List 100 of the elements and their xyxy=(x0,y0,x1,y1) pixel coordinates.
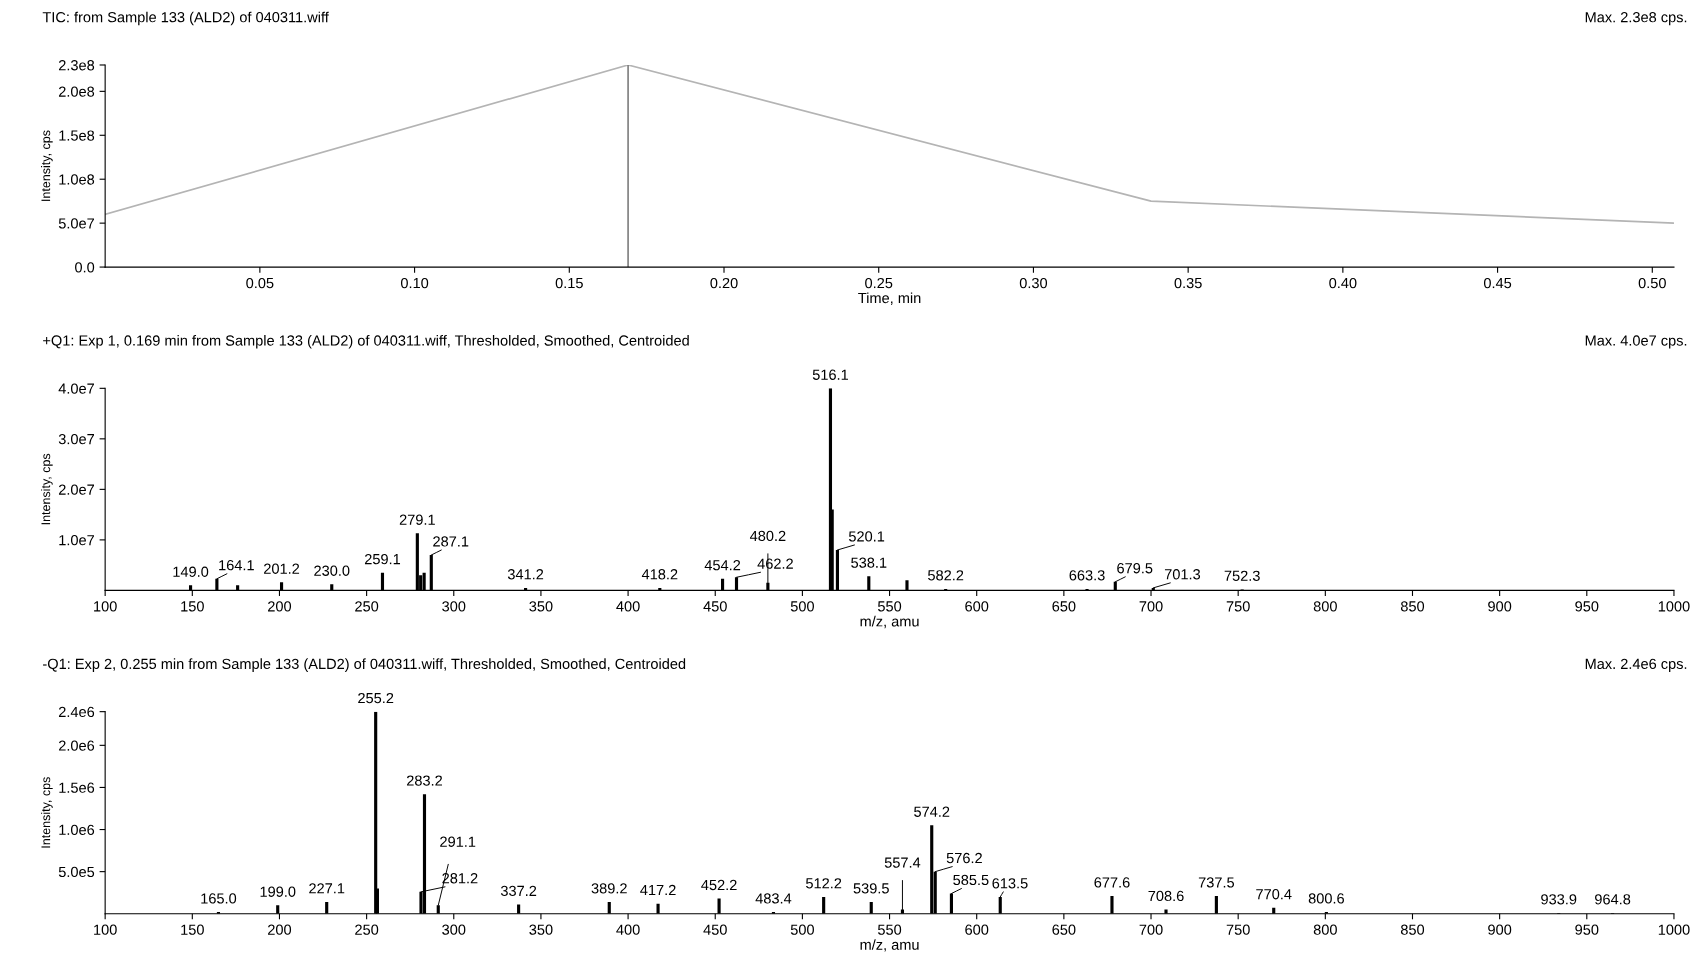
x-tick-label: 250 xyxy=(355,924,379,935)
x-tick-label: 0.50 xyxy=(1638,277,1666,289)
annotation: 770.4 xyxy=(1256,889,1292,900)
annotation: 337.2 xyxy=(500,885,537,897)
text: Max. 4.0e7 cps. xyxy=(1585,335,1687,349)
annotation: 585.5 xyxy=(953,874,989,886)
x-tick-label: 0.45 xyxy=(1483,277,1512,289)
y-tick-label: 4.0e7 xyxy=(58,383,95,394)
annotation: 230.0 xyxy=(314,565,350,576)
x-tick-label: 400 xyxy=(616,601,640,612)
x-tick-label: 250 xyxy=(355,601,379,612)
x-tick-label: 300 xyxy=(442,601,466,612)
annotation: 291.1 xyxy=(440,836,476,847)
y-tick-label: 2.3e8 xyxy=(58,60,95,71)
annotation: 512.2 xyxy=(806,878,842,889)
y-tick-label: 2.0e7 xyxy=(58,484,95,495)
annotation: 341.2 xyxy=(507,569,544,580)
x-tick-label: 750 xyxy=(1226,601,1250,612)
x-tick-label: 0.15 xyxy=(555,277,583,289)
annotation: 418.2 xyxy=(641,569,678,580)
x-tick-label: 950 xyxy=(1575,601,1599,612)
x-tick-label: 200 xyxy=(268,924,292,935)
annotation: 452.2 xyxy=(701,879,737,891)
annotation: 752.3 xyxy=(1224,570,1260,581)
x-tick-label: 450 xyxy=(703,924,727,935)
annotation: 389.2 xyxy=(591,883,627,894)
annotation: 279.1 xyxy=(399,514,435,525)
annotation: 613.5 xyxy=(992,878,1028,889)
annotation: 800.6 xyxy=(1308,893,1344,904)
x-tick-label: 350 xyxy=(529,924,553,935)
x-tick-label: 0.40 xyxy=(1329,277,1357,289)
chart-title: -Q1: Exp 2, 0.255 min from Sample 133 (ALD2) of 040311.wiff, Thresholded, Smoothed, Centroided xyxy=(43,658,686,672)
x-tick-label: 650 xyxy=(1052,924,1076,935)
annotation: 933.9 xyxy=(1541,894,1577,905)
x-tick-label: 900 xyxy=(1488,601,1512,612)
y-axis-title: Intensity, cps xyxy=(41,777,53,848)
annotation: 582.2 xyxy=(928,570,964,581)
x-axis-title: m/z, amu xyxy=(860,939,919,952)
x-tick-label: 900 xyxy=(1488,924,1512,935)
y-tick-label: 2.0e8 xyxy=(58,86,95,97)
x-tick-label: 800 xyxy=(1313,601,1337,612)
x-tick-label: 100 xyxy=(94,601,117,612)
y-tick-label: 1.0e8 xyxy=(59,174,95,185)
annotation: 287.1 xyxy=(433,536,469,547)
x-tick-label: 0.35 xyxy=(1174,277,1202,289)
x-tick-label: 400 xyxy=(616,924,640,935)
y-tick-label: 1.0e6 xyxy=(59,824,95,835)
x-tick-label: 700 xyxy=(1139,601,1163,612)
x-tick-label: 350 xyxy=(529,601,553,612)
annotation: 557.4 xyxy=(884,857,921,868)
y-tick-label: 1.5e6 xyxy=(59,782,95,793)
y-axis-title: Intensity, cps xyxy=(41,453,53,525)
annotation: 964.8 xyxy=(1595,894,1631,905)
x-tick-label: 750 xyxy=(1226,924,1250,935)
x-tick-label: 800 xyxy=(1313,924,1337,935)
x-tick-label: 0.10 xyxy=(400,277,429,289)
annotation: 520.1 xyxy=(848,531,885,542)
x-tick-label: 0.25 xyxy=(865,277,893,289)
x-tick-label: 550 xyxy=(877,924,902,935)
x-tick-label: 0.20 xyxy=(710,277,738,289)
x-tick-label: 950 xyxy=(1575,924,1599,935)
annotation: 201.2 xyxy=(264,563,300,574)
annotation: 281.2 xyxy=(442,873,478,884)
annotation: 283.2 xyxy=(406,775,443,786)
annotation: 255.2 xyxy=(358,692,394,704)
x-axis-title: Time, min xyxy=(858,292,921,305)
y-tick-label: 1.0e7 xyxy=(59,534,95,546)
x-tick-label: 700 xyxy=(1139,924,1163,935)
annotation: 480.2 xyxy=(749,530,786,542)
x-tick-label: 1000 xyxy=(1658,601,1690,612)
annotation: 199.0 xyxy=(260,886,296,897)
annotation: 663.3 xyxy=(1069,570,1105,581)
annotation: 149.0 xyxy=(173,566,209,577)
x-tick-label: 650 xyxy=(1052,601,1076,612)
y-tick-label: 1.5e8 xyxy=(59,130,95,141)
x-tick-label: 0.30 xyxy=(1019,277,1048,289)
chart-title: +Q1: Exp 1, 0.169 min from Sample 133 (ALD2) of 040311.wiff, Thresholded, Smoothed, Centroided xyxy=(43,334,689,349)
x-tick-label: 550 xyxy=(877,601,902,612)
x-tick-label: 1000 xyxy=(1658,924,1690,935)
annotation: 164.1 xyxy=(219,560,254,571)
x-tick-label: 100 xyxy=(94,924,117,935)
x-tick-label: 0.05 xyxy=(246,277,274,289)
annotation: 516.1 xyxy=(812,369,848,380)
x-tick-label: 450 xyxy=(703,601,727,612)
annotation: 576.2 xyxy=(946,852,982,864)
annotation: 538.1 xyxy=(851,557,887,568)
y-tick-label: 5.0e5 xyxy=(58,866,95,878)
annotation: 574.2 xyxy=(914,806,950,817)
x-tick-label: 600 xyxy=(965,924,989,935)
annotation: 708.6 xyxy=(1148,890,1184,902)
annotation: 227.1 xyxy=(309,883,345,894)
x-tick-label: 850 xyxy=(1400,924,1425,935)
annotation: 454.2 xyxy=(704,560,741,571)
chart-title: TIC: from Sample 133 (ALD2) of 040311.wiff xyxy=(42,11,329,26)
annotation: 679.5 xyxy=(1117,563,1153,574)
annotation: 417.2 xyxy=(640,884,676,896)
x-tick-label: 850 xyxy=(1400,601,1425,612)
x-tick-label: 300 xyxy=(442,924,466,935)
y-axis-title: Intensity, cps xyxy=(41,130,53,201)
annotation: 483.4 xyxy=(755,893,792,904)
